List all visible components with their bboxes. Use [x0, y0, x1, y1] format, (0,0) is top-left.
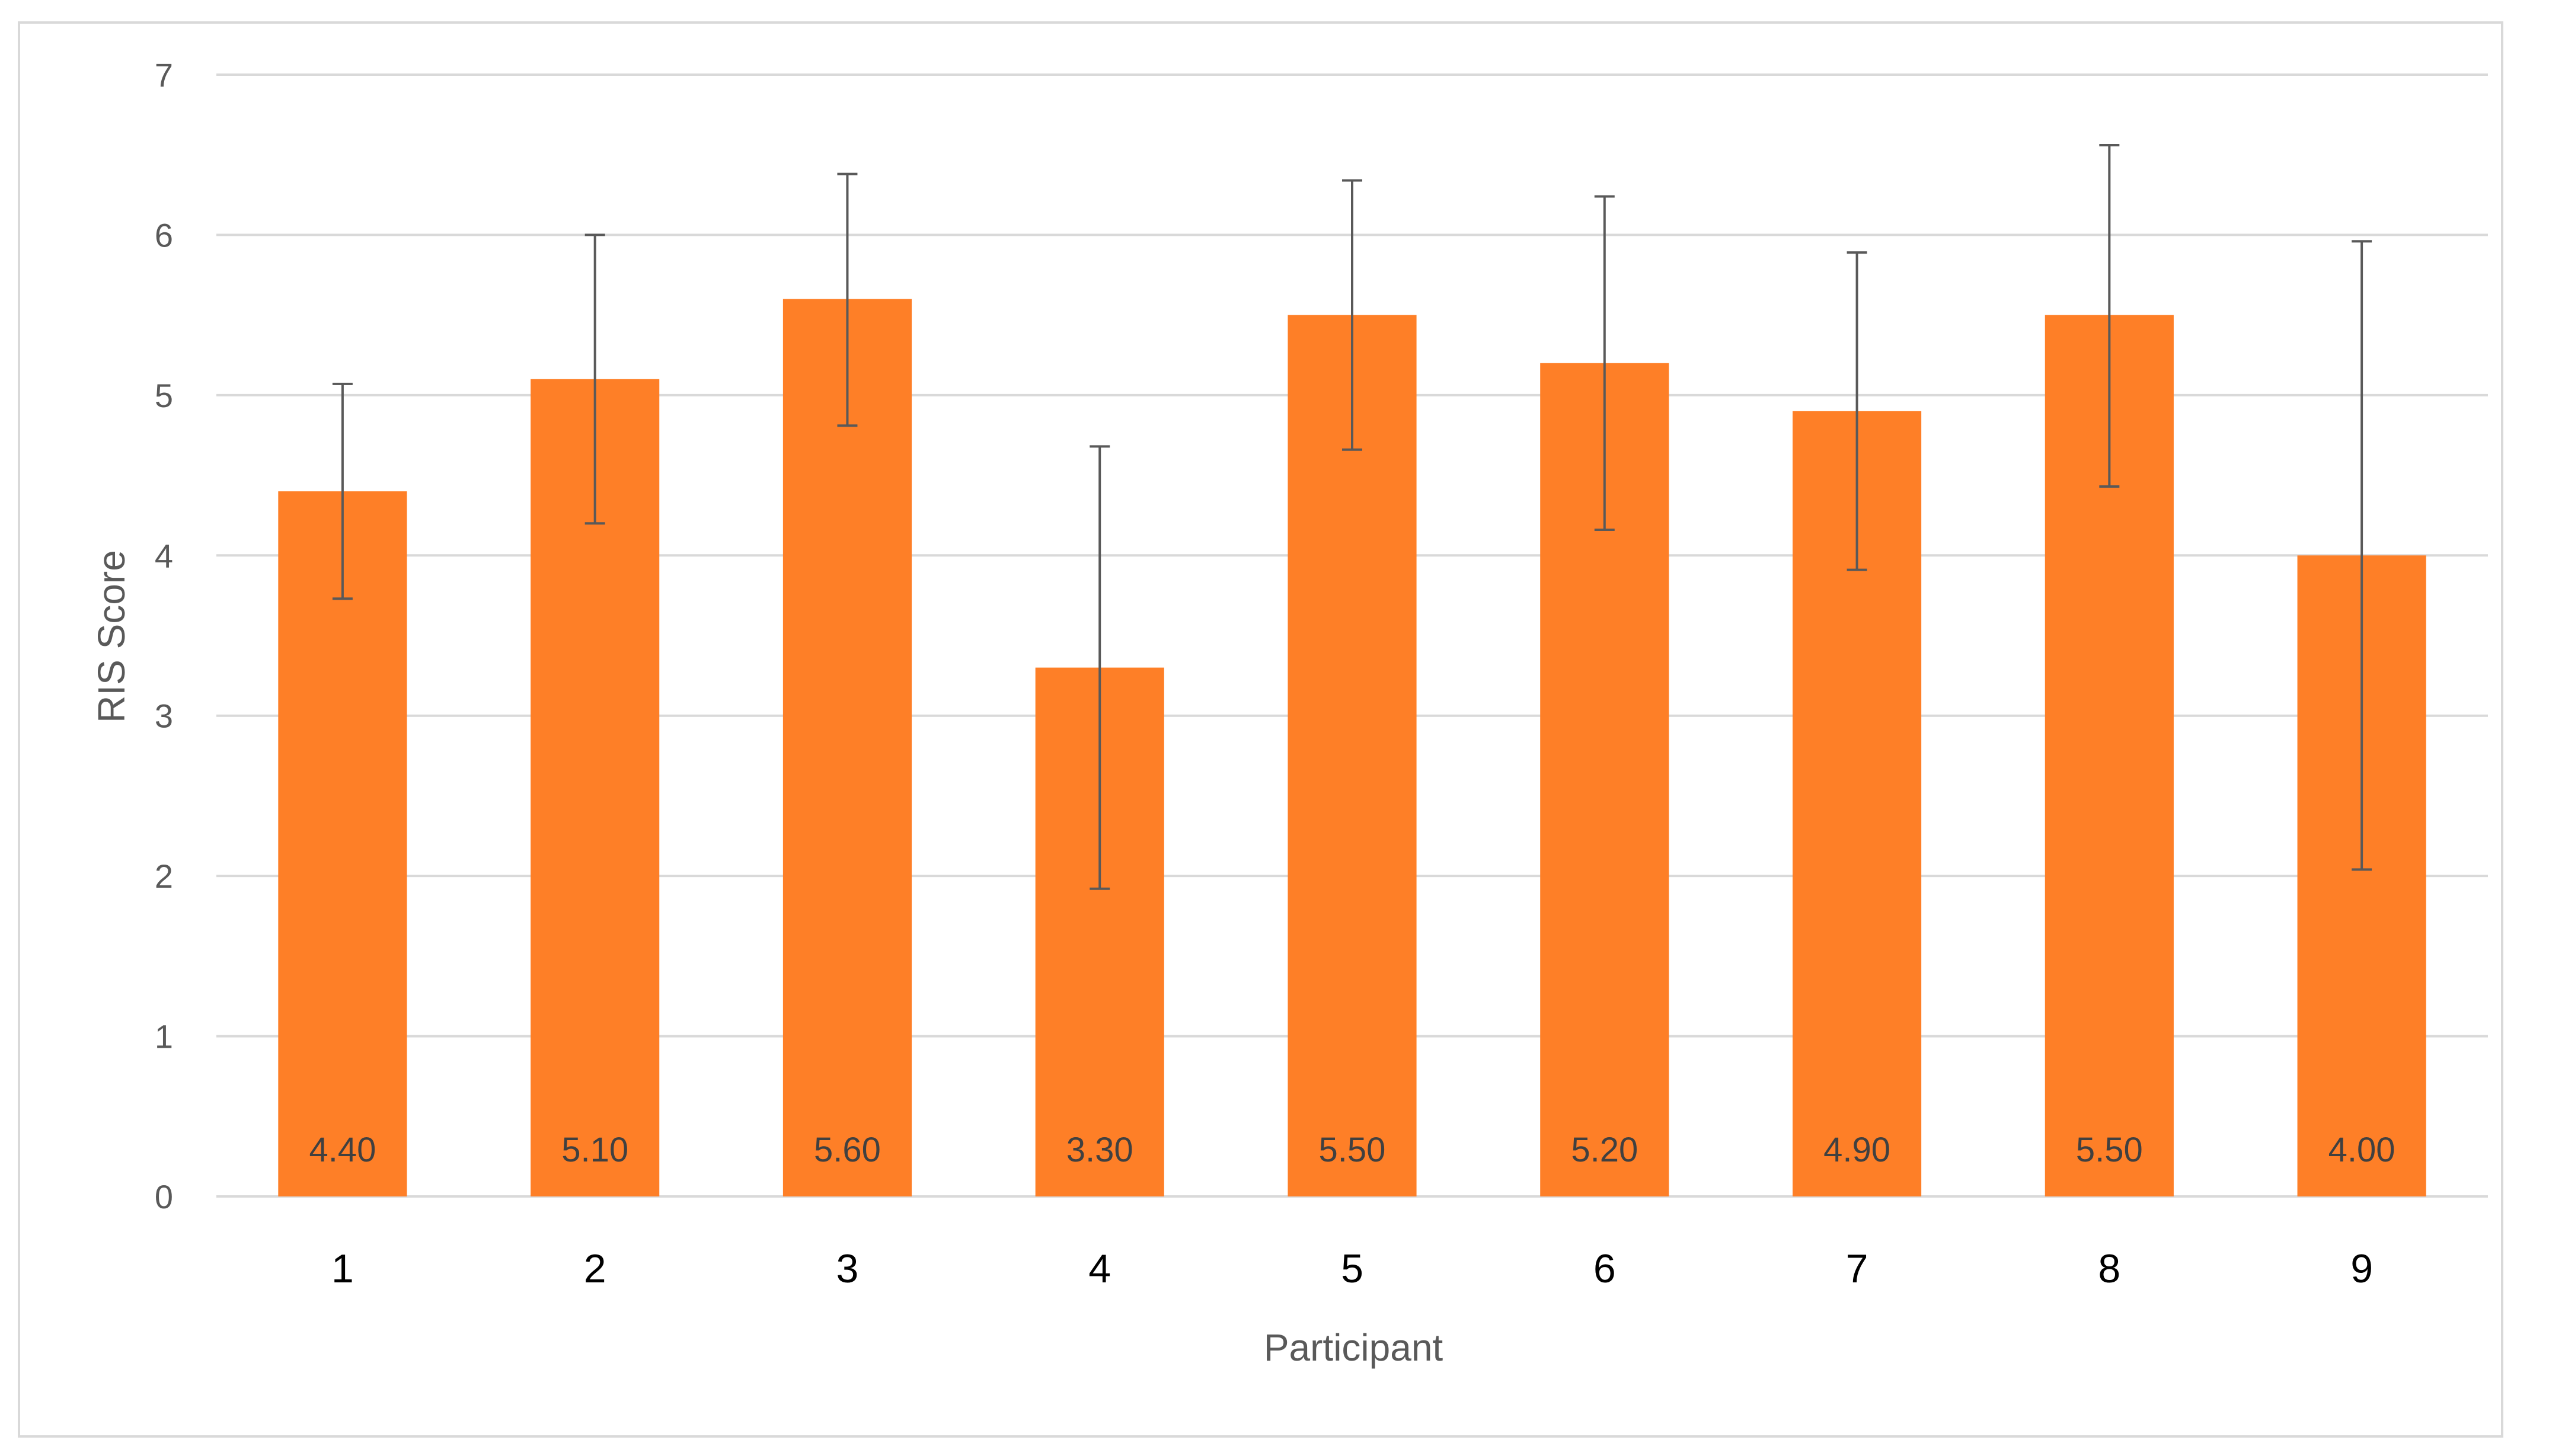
- y-tick-label: 1: [155, 1018, 173, 1055]
- bar: [783, 299, 912, 1196]
- y-axis-ticks: 0 1 2 3 4 5 6 7: [155, 56, 173, 1215]
- data-label: 4.00: [2328, 1131, 2395, 1169]
- x-tick-label: 3: [836, 1246, 859, 1291]
- x-tick-label: 1: [331, 1246, 354, 1291]
- y-tick-label: 7: [155, 56, 173, 94]
- data-label: 4.90: [1823, 1131, 1890, 1169]
- data-label: 5.20: [1571, 1131, 1638, 1169]
- data-label: 5.60: [814, 1131, 881, 1169]
- data-label: 5.50: [2076, 1131, 2143, 1169]
- y-tick-label: 5: [155, 377, 173, 414]
- x-tick-label: 8: [2098, 1246, 2120, 1291]
- y-tick-label: 2: [155, 857, 173, 895]
- data-label: 5.10: [561, 1131, 628, 1169]
- y-tick-label: 4: [155, 537, 173, 574]
- y-tick-label: 6: [155, 216, 173, 254]
- x-tick-label: 6: [1593, 1246, 1616, 1291]
- data-labels: 4.40 5.10 5.60 3.30 5.50 5.20 4.90 5.50 4.00: [309, 1131, 2395, 1169]
- data-label: 3.30: [1066, 1131, 1133, 1169]
- x-axis-title: Participant: [1264, 1326, 1443, 1369]
- x-axis-ticks: 1 2 3 4 5 6 7 8 9: [331, 1246, 2373, 1291]
- x-tick-label: 4: [1088, 1246, 1111, 1291]
- data-label: 5.50: [1319, 1131, 1386, 1169]
- x-tick-label: 9: [2350, 1246, 2373, 1291]
- x-tick-label: 7: [1846, 1246, 1868, 1291]
- x-tick-label: 2: [584, 1246, 606, 1291]
- data-label: 4.40: [309, 1131, 376, 1169]
- y-tick-label: 3: [155, 697, 173, 735]
- y-tick-label: 0: [155, 1178, 173, 1215]
- x-tick-label: 5: [1341, 1246, 1363, 1291]
- y-axis-title: RIS Score: [90, 550, 133, 723]
